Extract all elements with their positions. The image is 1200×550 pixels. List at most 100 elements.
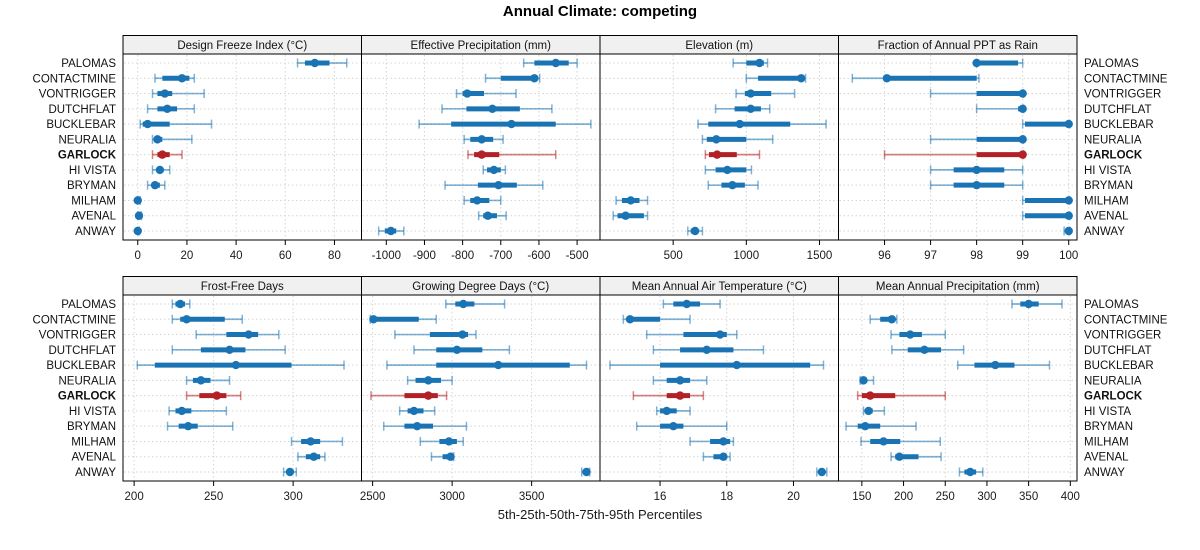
axis-tick-label: 60 — [279, 250, 292, 262]
median-dot — [1064, 226, 1073, 236]
median-dot — [424, 391, 433, 400]
interval-row — [851, 73, 980, 83]
median-dot — [859, 376, 868, 385]
row-label-right: DUTCHFLAT — [1084, 104, 1152, 116]
axis-tick-label: 20 — [787, 491, 800, 503]
row-label-right: AVENAL — [1084, 211, 1129, 223]
median-dot — [715, 330, 725, 339]
median-dot — [1018, 150, 1027, 159]
median-dot — [477, 150, 486, 159]
interval-row — [1021, 211, 1073, 221]
median-dot — [719, 437, 728, 446]
gridlines — [601, 296, 838, 480]
interval-row — [386, 360, 588, 370]
median-dot — [494, 180, 503, 190]
interval-row — [171, 314, 243, 324]
axis-tick-label: 300 — [977, 491, 996, 503]
median-dot — [1018, 89, 1027, 98]
median-dot — [817, 467, 827, 477]
axis-tick-label: 2500 — [360, 491, 386, 503]
panel: Frost-Free Days 200 250 300 — [122, 276, 362, 503]
interval-row — [704, 165, 753, 175]
interval-row — [195, 330, 280, 340]
axis-tick-label: 1000 — [734, 250, 760, 262]
median-dot — [972, 58, 981, 68]
median-dot — [1064, 211, 1073, 220]
panel: Fraction of Annual PPT as Rain 96 97 98 99 10… — [838, 35, 1078, 262]
row-label-right: CONTACTMINE — [1084, 73, 1168, 85]
median-dot — [163, 104, 172, 114]
interval-row — [146, 104, 196, 114]
row-label-left: BRYMAN — [67, 421, 116, 433]
axis-tick-label: -800 — [451, 250, 474, 262]
interval-row — [972, 58, 1024, 68]
x-axis-label: 5th-25th-50th-75th-95th Percentiles — [497, 507, 703, 522]
median-dot — [1018, 135, 1027, 144]
median-dot — [309, 452, 318, 461]
interval-row — [133, 195, 142, 205]
axis-tick-label: -500 — [566, 250, 589, 262]
interval-row — [467, 150, 557, 160]
interval-row — [484, 73, 541, 83]
interval-row — [394, 330, 477, 340]
interval-row — [929, 134, 1027, 144]
row-label-left: PALOMAS — [61, 299, 116, 311]
row-label-left: CONTACTMINE — [33, 314, 117, 326]
panel-title: Frost-Free Days — [201, 281, 284, 293]
interval-row — [869, 314, 898, 324]
row-label-right: ANWAY — [1084, 467, 1125, 479]
median-dot — [860, 421, 870, 431]
interval-row — [1063, 226, 1073, 236]
row-label-left: GARLOCK — [58, 391, 117, 403]
panel: Elevation (m) 500 1000 1500 — [599, 35, 839, 262]
interval-row — [652, 345, 765, 355]
median-dot — [551, 58, 560, 68]
median-dot — [444, 437, 454, 446]
interval-row — [609, 360, 825, 370]
row-label-left: AVENAL — [71, 452, 116, 464]
row-label-right: BRYMAN — [1084, 421, 1133, 433]
interval-row — [957, 360, 1051, 370]
axis-tick-label: 0 — [135, 250, 141, 262]
median-dot — [183, 421, 193, 431]
axis-tick-label: -700 — [489, 250, 512, 262]
interval-row — [862, 406, 886, 416]
panel: Mean Annual Air Temperature (°C) 16 18 20 — [599, 276, 839, 503]
median-dot — [746, 89, 755, 98]
axis-tick-label: 99 — [1016, 250, 1029, 262]
median-dot — [530, 74, 539, 83]
median-dot — [626, 196, 635, 205]
median-dot — [621, 211, 630, 220]
row-label-left: ANWAY — [75, 467, 116, 479]
median-dot — [472, 196, 482, 205]
panel: Growing Degree Days (°C) 2500 3000 3500 — [360, 276, 601, 503]
median-dot — [231, 360, 241, 370]
interval-row — [929, 165, 1024, 175]
interval-row — [369, 314, 437, 324]
panel: Mean Annual Precipitation (mm) 150 200 250 3… — [838, 276, 1080, 503]
interval-row — [482, 165, 507, 175]
interval-row — [136, 360, 345, 370]
panel: Effective Precipitation (mm) -1000 -900 -80… — [361, 35, 601, 262]
interval-row — [859, 375, 875, 385]
panel-plot-area — [361, 53, 601, 241]
median-dot — [895, 452, 904, 461]
median-dot — [796, 74, 806, 83]
row-label-left: MILHAM — [71, 436, 116, 448]
row-label-right: MILHAM — [1084, 195, 1129, 207]
median-dot — [488, 104, 497, 114]
median-dot — [675, 376, 685, 385]
median-dot — [1064, 119, 1073, 129]
interval-row — [697, 119, 827, 129]
interval-row — [168, 406, 228, 416]
axis-tick-label: -900 — [413, 250, 436, 262]
median-dot — [690, 226, 700, 236]
row-label-left: PALOMAS — [61, 58, 116, 70]
interval-row — [745, 73, 807, 83]
median-dot — [1064, 196, 1073, 205]
median-dot — [582, 467, 591, 477]
median-dot — [887, 315, 897, 324]
median-dot — [212, 391, 222, 400]
interval-row — [732, 58, 769, 68]
